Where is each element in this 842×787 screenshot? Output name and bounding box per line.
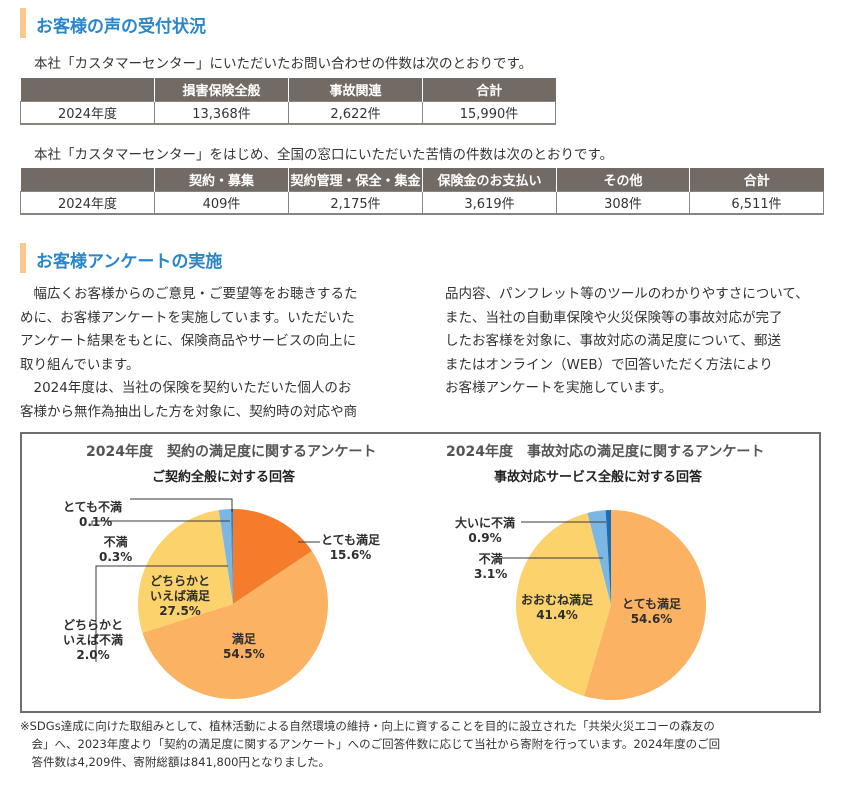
section-title: お客様アンケートの実施 [36, 252, 223, 272]
slice-label-value: 3.1% [474, 567, 508, 581]
slice-label-value: 0.9% [468, 531, 502, 545]
paragraph-line: また、当社の自動車保険や火災保険等の事故対応が完了 [445, 309, 783, 326]
pie-slice [232, 509, 233, 604]
table-cell: 2,622件 [288, 101, 423, 125]
survey-paragraph-left: 幅広くお客様からのご意見・ご要望等をお聴きするた めに、お客様アンケートを実施し… [20, 283, 415, 424]
table-header-cell: 契約管理・保全・集金 [288, 168, 423, 192]
slice-label-text: どちらかと [150, 574, 211, 588]
chart1-subtitle: ご契約全般に対する回答 [152, 470, 296, 485]
footnote: ※SDGs達成に向けた取組みとして、植林活動による自然環境の維持・向上に資するこ… [20, 717, 835, 771]
slice-label-text: 不満 [478, 552, 503, 566]
table-header-cell: その他 [556, 168, 690, 192]
chart2-slice-label: とても満足 54.6% [622, 597, 681, 627]
table-header-cell: 合計 [689, 168, 824, 192]
table-cell: 308件 [556, 191, 690, 215]
chart1-slice-label: どちらかと いえば不満 2.0% [63, 618, 123, 663]
table-header-cell: 保険金のお支払い [422, 168, 557, 192]
chart2-slice-label: 大いに不満 0.9% [455, 516, 515, 546]
table-header-cell [20, 168, 155, 192]
slice-label-text: 不満 [103, 535, 128, 549]
paragraph-line: お客様アンケートを実施しています。 [445, 380, 673, 396]
leader-line [91, 520, 230, 526]
survey-charts-box [20, 432, 821, 713]
chart2-slice-label: おおむね満足 41.4% [521, 593, 593, 623]
slice-label-text: いえば不満 [63, 633, 124, 647]
table-header-cell: 契約・募集 [154, 168, 289, 192]
complaint-table: 契約・募集 契約管理・保全・集金 保険金のお支払い その他 合計 2024年度 … [20, 168, 824, 215]
slice-label-text: おおむね満足 [521, 593, 594, 607]
paragraph-line: 品内容、パンフレット等のツールのわかりやすさについて、 [445, 286, 809, 302]
slice-label-value: 27.5% [159, 604, 201, 618]
leader-line [130, 498, 233, 512]
heading-accent-bar [20, 8, 26, 38]
table-row: 2024年度 13,368件 2,622件 15,990件 [20, 101, 556, 125]
paragraph-line: 取り組んでいます。 [20, 356, 140, 373]
table-cell: 13,368件 [154, 101, 289, 125]
table-header-row: 損害保険全般 事故関連 合計 [20, 78, 556, 102]
chart2-slice-label: 不満 3.1% [474, 552, 507, 582]
chart1-slice-label: どちらかと いえば満足 27.5% [150, 574, 210, 619]
slice-label-value: 41.4% [536, 608, 578, 622]
paragraph-line: 幅広くお客様からのご意見・ご要望等をお聴きするた [20, 286, 358, 302]
slice-label-text: いえば満足 [150, 589, 211, 603]
slice-label-value: 0.3% [99, 550, 133, 564]
pie-slice [138, 510, 233, 633]
slice-label-text: 満足 [231, 632, 256, 646]
slice-label-text: どちらかと [63, 618, 124, 632]
slice-label-value: 15.6% [329, 548, 372, 562]
chart1-slice-label: 満足 54.5% [223, 632, 265, 662]
paragraph-line: 客様から無作為抽出した方を対象に、契約時の対応や商 [20, 403, 358, 420]
pie-slice [142, 551, 328, 699]
table-cell: 409件 [154, 191, 289, 215]
inquiry-intro-text: 本社「カスタマーセンター」にいただいたお問い合わせの件数は次のとおりです。 [34, 56, 533, 72]
heading-accent-bar [20, 243, 26, 273]
complaint-intro-text: 本社「カスタマーセンター」をはじめ、全国の窓口にいただいた苦情の件数は次のとおり… [34, 147, 614, 163]
footnote-line: 答件数は4,209件、寄附総額は841,800円となりました。 [20, 755, 331, 769]
paragraph-line: めに、お客様アンケートを実施しています。いただいた [20, 309, 355, 326]
slice-label-text: とても不満 [63, 500, 123, 514]
pie-slice [516, 512, 611, 697]
table-header-cell: 事故関連 [288, 78, 423, 102]
slice-label-value: 54.5% [223, 647, 265, 661]
pie-slice [605, 510, 611, 605]
chart1-slice-label: とても満足 15.6% [321, 533, 380, 563]
table-header-row: 契約・募集 契約管理・保全・集金 保険金のお支払い その他 合計 [20, 168, 824, 192]
survey-paragraph-right: 品内容、パンフレット等のツールのわかりやすさについて、 また、当社の自動車保険や… [445, 283, 835, 401]
table-cell: 6,511件 [689, 191, 824, 215]
table-cell: 15,990件 [422, 101, 556, 125]
chart1-slice-label: 不満 0.3% [99, 535, 132, 565]
chart1-slice-label: とても不満 0.1% [63, 500, 122, 530]
leader-line [95, 565, 228, 662]
paragraph-line: アンケート結果をもとに、保険商品やサービスの向上に [20, 333, 357, 349]
slice-label-value: 2.0% [76, 648, 110, 662]
pie-slice [583, 510, 706, 700]
pie-slice [233, 509, 312, 604]
slice-label-text: とても満足 [622, 597, 682, 611]
chart2-subtitle: 事故対応サービス全般に対する回答 [494, 470, 703, 485]
paragraph-line: したお客様を対象に、事故対応の満足度について、郵送 [445, 333, 782, 349]
table-cell: 2024年度 [20, 191, 155, 215]
chart2-title: 2024年度 事故対応の満足度に関するアンケート [446, 444, 765, 460]
table-header-cell: 損害保険全般 [154, 78, 289, 102]
slice-label-value: 0.1% [79, 515, 113, 529]
footnote-line: 会」へ、2023年度より「契約の満足度に関するアンケート」へのご回答件数に応じて… [20, 737, 721, 751]
table-header-cell: 合計 [422, 78, 556, 102]
chart1-title: 2024年度 契約の満足度に関するアンケート [86, 444, 377, 460]
inquiry-table: 損害保険全般 事故関連 合計 2024年度 13,368件 2,622件 15,… [20, 78, 556, 125]
slice-label-text: 大いに不満 [455, 516, 516, 530]
pie-slice [218, 509, 233, 604]
table-cell: 2,175件 [288, 191, 423, 215]
table-row: 2024年度 409件 2,175件 3,619件 308件 6,511件 [20, 191, 824, 215]
slice-label-text: とても満足 [321, 533, 381, 547]
slice-label-value: 54.6% [630, 612, 673, 626]
footnote-line: ※SDGs達成に向けた取組みとして、植林活動による自然環境の維持・向上に資するこ… [20, 719, 715, 733]
paragraph-line: またはオンライン（WEB）で回答いただく方法により [445, 356, 773, 373]
table-cell: 3,619件 [422, 191, 557, 215]
pie-slice [230, 509, 233, 604]
table-header-cell [20, 78, 155, 102]
paragraph-line: 2024年度は、当社の保険を契約いただいた個人のお [20, 380, 352, 396]
section-title: お客様の声の受付状況 [36, 17, 206, 37]
